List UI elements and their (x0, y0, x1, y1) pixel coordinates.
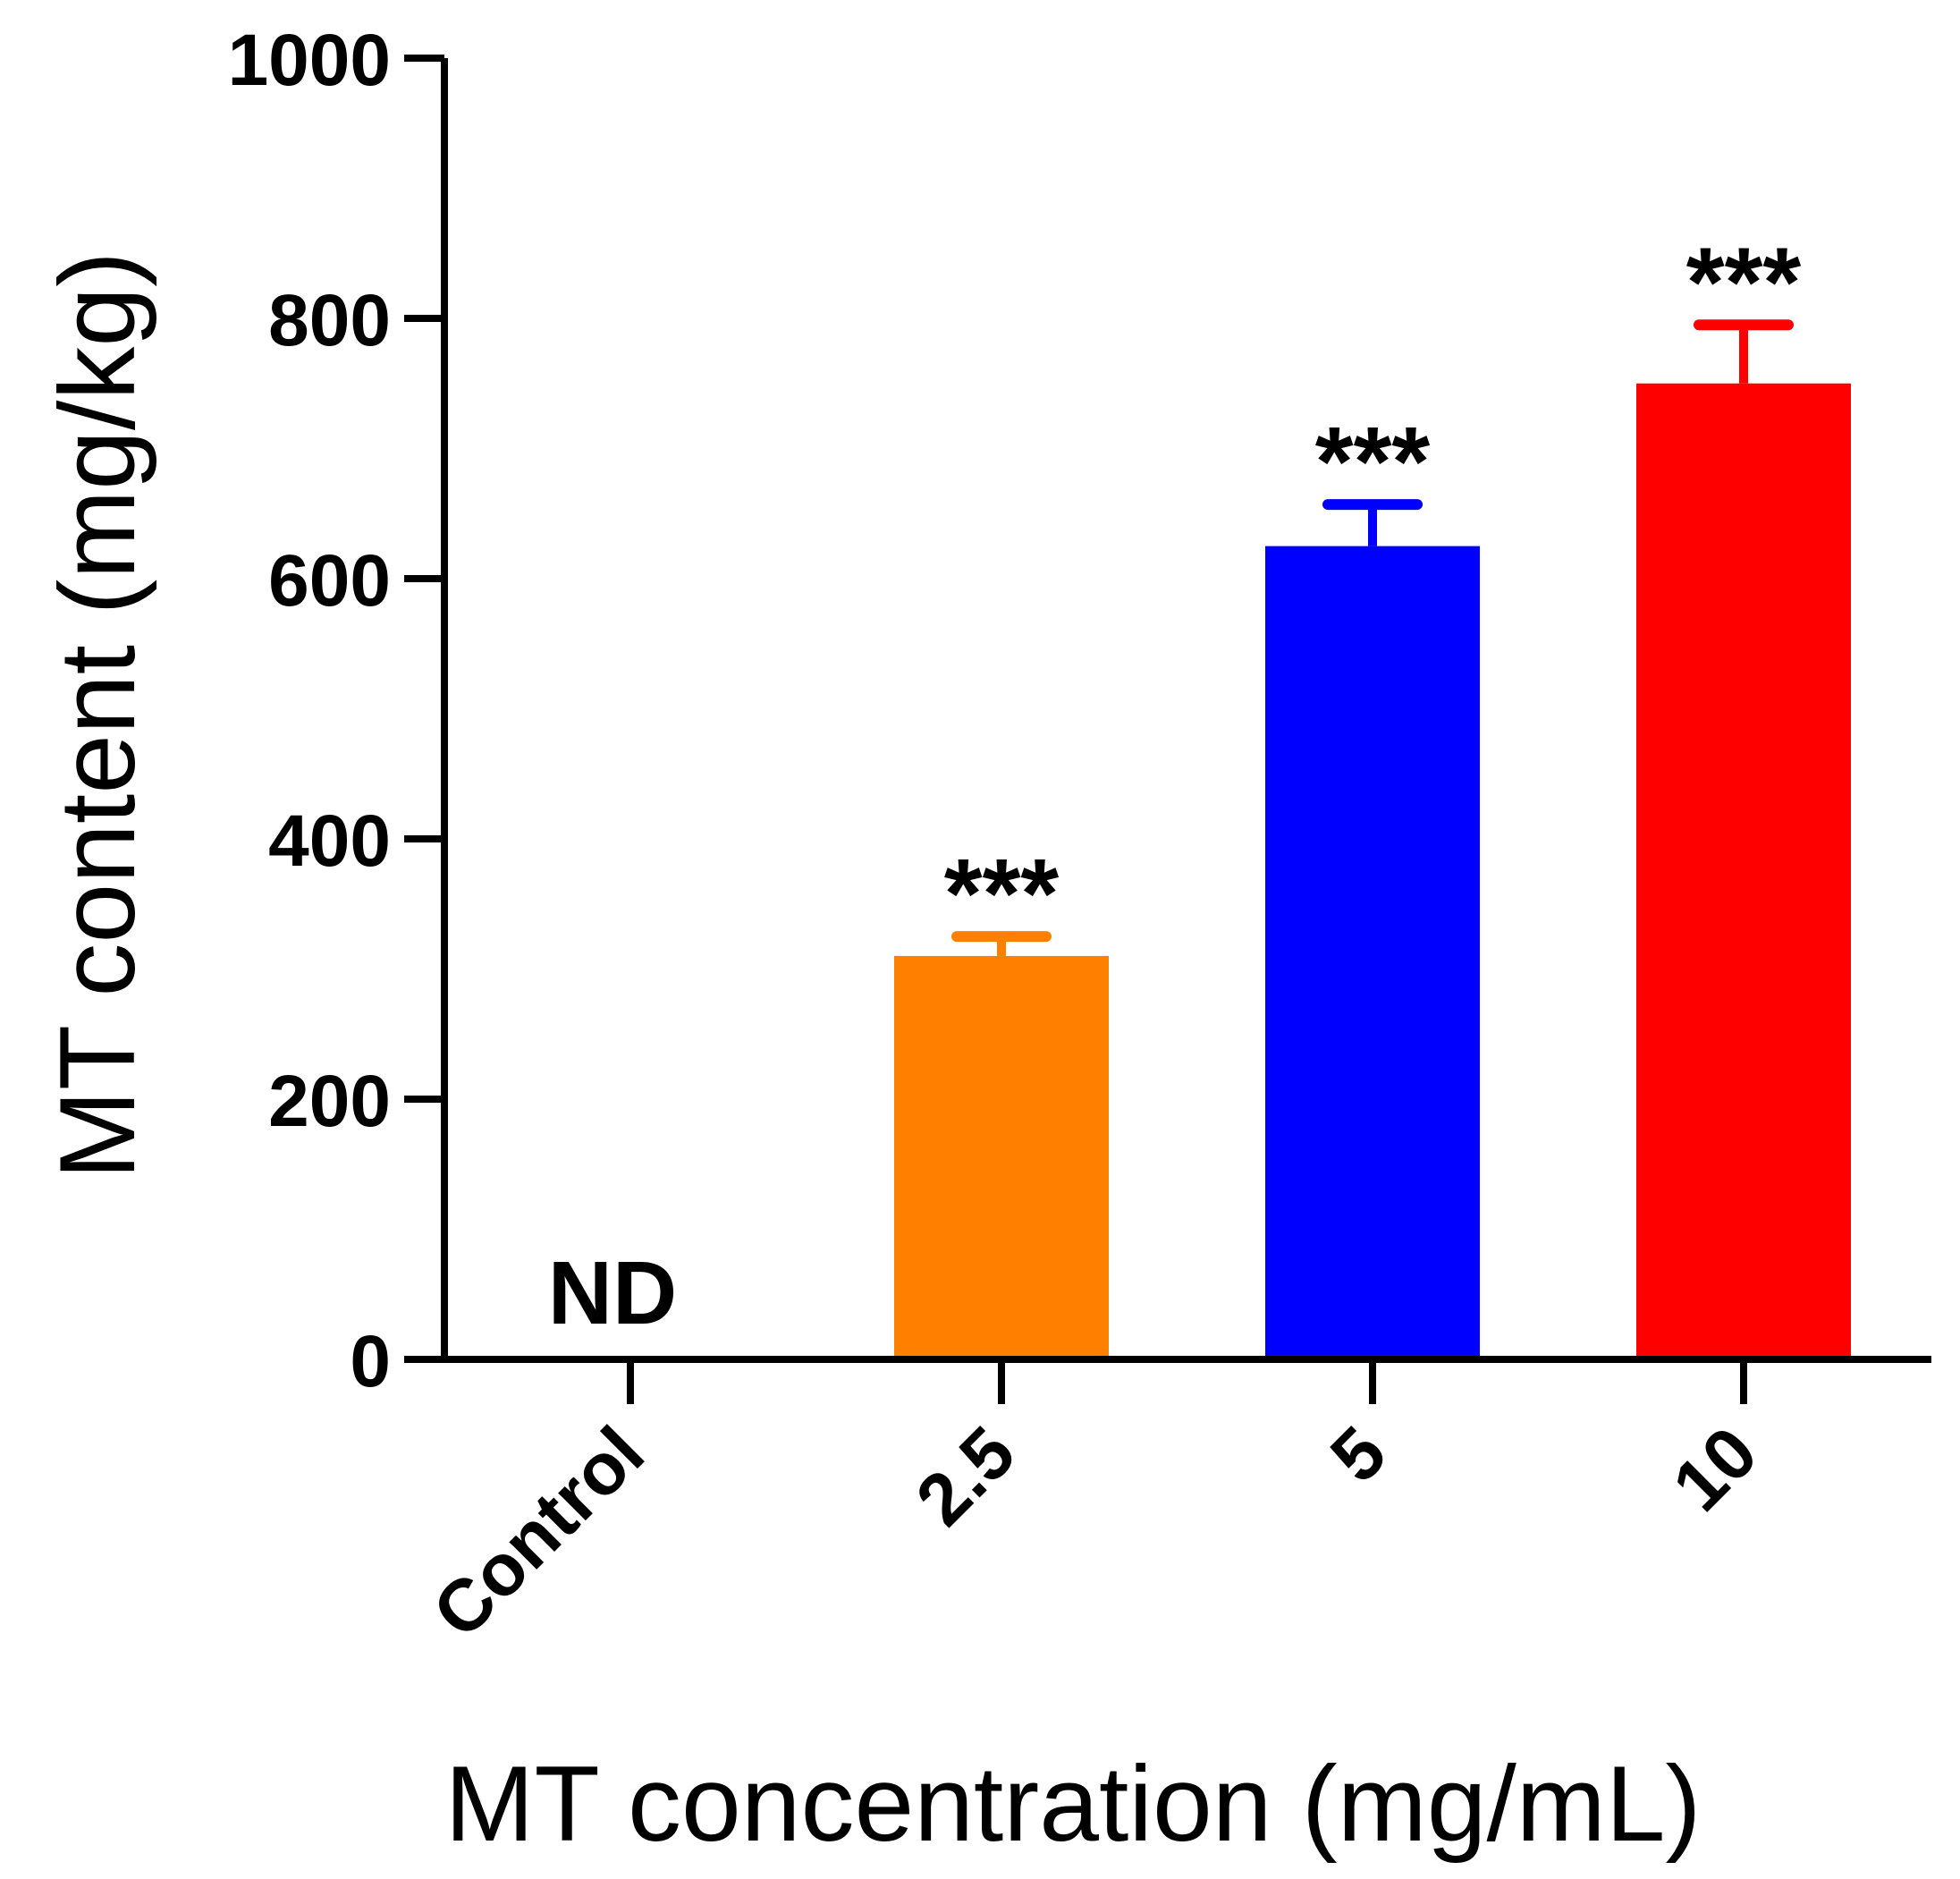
y-tick-label: 600 (268, 540, 391, 622)
y-tick-label: 0 (350, 1321, 391, 1402)
bars: ND *** *** *** (548, 227, 1851, 1356)
significance-marker: *** (1315, 407, 1431, 517)
significance-marker: *** (1686, 227, 1802, 337)
y-axis: 0 200 400 600 800 1000 (228, 20, 448, 1402)
bar (1636, 383, 1851, 1356)
bar-annotation: ND (548, 1243, 677, 1343)
y-tick-label: 400 (268, 800, 391, 882)
x-axis-title: MT concentration (mg/mL) (445, 1744, 1702, 1864)
x-tick-label: 5 (1315, 1411, 1402, 1498)
x-tick-label: 2.5 (901, 1411, 1031, 1541)
x-axis: Control 2.5 5 10 (404, 1356, 1931, 1654)
x-tick-label: 10 (1658, 1411, 1773, 1527)
y-tick-label: 1000 (228, 20, 391, 101)
y-tick-label: 200 (268, 1061, 391, 1142)
y-axis-title: MT content (mg/kg) (38, 251, 157, 1180)
x-tick-label: Control (418, 1411, 659, 1653)
significance-marker: *** (944, 839, 1060, 949)
bar (894, 955, 1109, 1356)
y-tick-label: 800 (268, 280, 391, 361)
bar (1265, 546, 1480, 1356)
